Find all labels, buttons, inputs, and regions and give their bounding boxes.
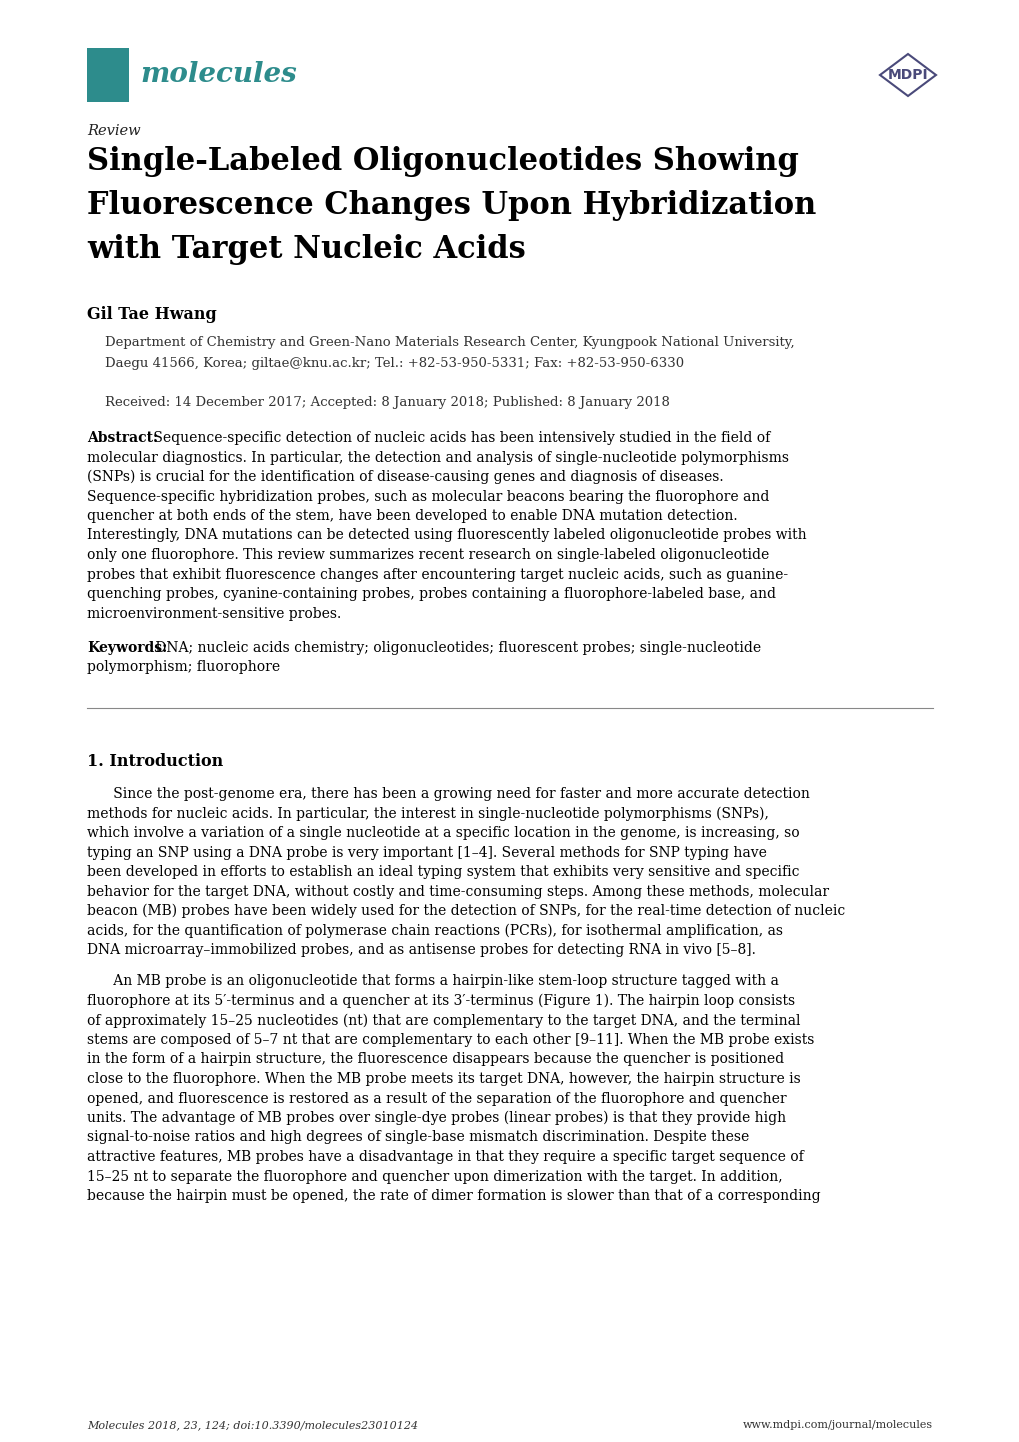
Text: Interestingly, DNA mutations can be detected using fluorescently labeled oligonu: Interestingly, DNA mutations can be dete… (87, 529, 806, 542)
Text: methods for nucleic acids. In particular, the interest in single-nucleotide poly: methods for nucleic acids. In particular… (87, 806, 768, 820)
Text: Keywords:: Keywords: (87, 642, 167, 655)
Text: in the form of a hairpin structure, the fluorescence disappears because the quen: in the form of a hairpin structure, the … (87, 1053, 784, 1067)
Text: molecular diagnostics. In particular, the detection and analysis of single-nucle: molecular diagnostics. In particular, th… (87, 450, 789, 464)
Text: Abstract:: Abstract: (87, 431, 158, 446)
Text: Department of Chemistry and Green-Nano Materials Research Center, Kyungpook Nati: Department of Chemistry and Green-Nano M… (105, 336, 794, 349)
Text: An MB probe is an oligonucleotide that forms a hairpin-like stem-loop structure : An MB probe is an oligonucleotide that f… (87, 975, 779, 989)
Text: signal-to-noise ratios and high degrees of single-base mismatch discrimination. : signal-to-noise ratios and high degrees … (87, 1131, 749, 1145)
Text: Received: 14 December 2017; Accepted: 8 January 2018; Published: 8 January 2018: Received: 14 December 2017; Accepted: 8 … (105, 397, 669, 410)
Text: units. The advantage of MB probes over single-dye probes (linear probes) is that: units. The advantage of MB probes over s… (87, 1110, 786, 1125)
Text: DNA microarray–immobilized probes, and as antisense probes for detecting RNA in : DNA microarray–immobilized probes, and a… (87, 943, 755, 957)
Text: Fluorescence Changes Upon Hybridization: Fluorescence Changes Upon Hybridization (87, 190, 815, 221)
Text: Since the post-genome era, there has been a growing need for faster and more acc: Since the post-genome era, there has bee… (87, 787, 809, 800)
Text: quencher at both ends of the stem, have been developed to enable DNA mutation de: quencher at both ends of the stem, have … (87, 509, 737, 523)
Text: Single-Labeled Oligonucleotides Showing: Single-Labeled Oligonucleotides Showing (87, 146, 798, 177)
Text: attractive features, MB probes have a disadvantage in that they require a specif: attractive features, MB probes have a di… (87, 1151, 803, 1164)
Text: Review: Review (87, 124, 141, 138)
Text: Molecules 2018, 23, 124; doi:10.3390/molecules23010124: Molecules 2018, 23, 124; doi:10.3390/mol… (87, 1420, 418, 1430)
Text: acids, for the quantification of polymerase chain reactions (PCRs), for isotherm: acids, for the quantification of polymer… (87, 923, 783, 937)
FancyBboxPatch shape (87, 48, 128, 102)
Text: probes that exhibit fluorescence changes after encountering target nucleic acids: probes that exhibit fluorescence changes… (87, 568, 788, 581)
Text: polymorphism; fluorophore: polymorphism; fluorophore (87, 660, 280, 675)
Text: 15–25 nt to separate the fluorophore and quencher upon dimerization with the tar: 15–25 nt to separate the fluorophore and… (87, 1169, 782, 1184)
Text: Gil Tae Hwang: Gil Tae Hwang (87, 306, 217, 323)
Text: Sequence-specific hybridization probes, such as molecular beacons bearing the fl: Sequence-specific hybridization probes, … (87, 489, 768, 503)
Text: with Target Nucleic Acids: with Target Nucleic Acids (87, 234, 525, 265)
Text: (SNPs) is crucial for the identification of disease-causing genes and diagnosis : (SNPs) is crucial for the identification… (87, 470, 722, 485)
Text: DNA; nucleic acids chemistry; oligonucleotides; fluorescent probes; single-nucle: DNA; nucleic acids chemistry; oligonucle… (151, 642, 760, 655)
Text: opened, and fluorescence is restored as a result of the separation of the fluoro: opened, and fluorescence is restored as … (87, 1092, 786, 1106)
Text: only one fluorophore. This review summarizes recent research on single-labeled o: only one fluorophore. This review summar… (87, 548, 768, 562)
Text: fluorophore at its 5′-terminus and a quencher at its 3′-terminus (Figure 1). The: fluorophore at its 5′-terminus and a que… (87, 994, 795, 1008)
Text: been developed in efforts to establish an ideal typing system that exhibits very: been developed in efforts to establish a… (87, 865, 799, 880)
Text: of approximately 15–25 nucleotides (nt) that are complementary to the target DNA: of approximately 15–25 nucleotides (nt) … (87, 1014, 800, 1028)
Text: Daegu 41566, Korea; giltae@knu.ac.kr; Tel.: +82-53-950-5331; Fax: +82-53-950-633: Daegu 41566, Korea; giltae@knu.ac.kr; Te… (105, 358, 684, 371)
Text: 1. Introduction: 1. Introduction (87, 753, 223, 770)
Text: stems are composed of 5–7 nt that are complementary to each other [9–11]. When t: stems are composed of 5–7 nt that are co… (87, 1032, 813, 1047)
Text: microenvironment-sensitive probes.: microenvironment-sensitive probes. (87, 607, 341, 620)
Text: close to the fluorophore. When the MB probe meets its target DNA, however, the h: close to the fluorophore. When the MB pr… (87, 1071, 800, 1086)
Text: typing an SNP using a DNA probe is very important [1–4]. Several methods for SNP: typing an SNP using a DNA probe is very … (87, 845, 766, 859)
Text: behavior for the target DNA, without costly and time-consuming steps. Among thes: behavior for the target DNA, without cos… (87, 884, 828, 898)
Text: MDPI: MDPI (887, 68, 927, 82)
Text: beacon (MB) probes have been widely used for the detection of SNPs, for the real: beacon (MB) probes have been widely used… (87, 904, 845, 919)
Text: because the hairpin must be opened, the rate of dimer formation is slower than t: because the hairpin must be opened, the … (87, 1190, 820, 1203)
Text: quenching probes, cyanine-containing probes, probes containing a fluorophore-lab: quenching probes, cyanine-containing pro… (87, 587, 775, 601)
Text: www.mdpi.com/journal/molecules: www.mdpi.com/journal/molecules (742, 1420, 932, 1430)
Text: which involve a variation of a single nucleotide at a specific location in the g: which involve a variation of a single nu… (87, 826, 799, 841)
Text: Sequence-specific detection of nucleic acids has been intensively studied in the: Sequence-specific detection of nucleic a… (149, 431, 769, 446)
Text: molecules: molecules (141, 62, 297, 88)
